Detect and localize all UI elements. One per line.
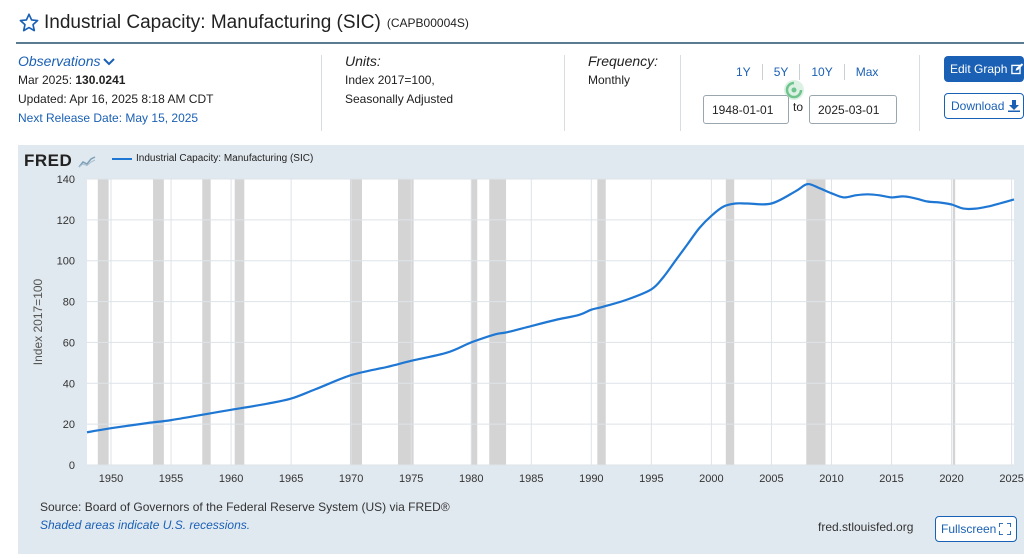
range-10y-button[interactable]: 10Y (800, 64, 845, 80)
fullscreen-button[interactable]: Fullscreen (935, 516, 1017, 542)
recession-note: Shaded areas indicate U.S. recessions. (40, 518, 251, 532)
recession-band (806, 179, 826, 465)
y-axis-label: Index 2017=100 (31, 278, 45, 365)
observation-value: 130.0241 (75, 73, 126, 87)
updated-text: Updated: Apr 16, 2025 8:18 AM CDT (18, 92, 214, 106)
recession-band (398, 179, 414, 465)
edit-graph-button[interactable]: Edit Graph (944, 56, 1024, 82)
edit-icon (1011, 63, 1024, 75)
range-max-button[interactable]: Max (855, 65, 879, 79)
fullscreen-label: Fullscreen (941, 522, 997, 536)
line-chart: 0 20 40 60 80 100 120 140 1950 1955 1960 1965 1970 19… (31, 174, 1024, 485)
fred-logo-text: FRED (24, 151, 73, 170)
y-tick-label: 40 (63, 378, 75, 390)
spinner-icon (784, 80, 804, 100)
units-line1: Index 2017=100, (345, 73, 435, 87)
recession-band (97, 179, 109, 465)
page-title: Industrial Capacity: Manufacturing (SIC) (44, 12, 381, 33)
chart-legend: Industrial Capacity: Manufacturing (SIC) (112, 153, 313, 164)
x-tick-label: 1970 (339, 473, 363, 485)
recession-band (597, 179, 606, 465)
observations-panel: Observations Mar 2025: 130.0241 Updated:… (18, 52, 213, 128)
y-tick-label: 80 (63, 297, 75, 309)
source-text: Source: Board of Governors of the Federa… (40, 500, 450, 514)
recession-band (489, 179, 507, 465)
column-divider (564, 55, 565, 131)
end-date-input[interactable] (809, 95, 897, 124)
units-line2: Seasonally Adjusted (345, 92, 454, 106)
column-divider (321, 55, 322, 131)
title-divider (16, 42, 1024, 44)
y-tick-label: 0 (69, 460, 75, 472)
frequency-value: Monthly (588, 73, 631, 87)
y-tick-label: 100 (57, 256, 75, 268)
x-tick-label: 2025 (999, 473, 1023, 485)
latest-observation: Mar 2025: 130.0241 (18, 71, 213, 90)
edit-graph-label: Edit Graph (950, 62, 1008, 76)
range-5y-button[interactable]: 5Y (763, 64, 801, 80)
legend-swatch (112, 157, 132, 160)
frequency-label: Frequency: (588, 53, 659, 69)
fred-url: fred.stlouisfed.org (818, 520, 914, 534)
title-row: Industrial Capacity: Manufacturing (SIC)… (18, 10, 469, 36)
x-tick-label: 1955 (159, 473, 183, 485)
download-button[interactable]: Download (944, 93, 1024, 119)
observations-label: Observations (18, 53, 101, 69)
observations-toggle[interactable]: Observations (18, 52, 213, 71)
start-date-input[interactable] (703, 95, 789, 124)
y-tick-label: 20 (63, 419, 75, 431)
next-release-link[interactable]: Next Release Date: May 15, 2025 (18, 111, 199, 125)
recession-band (952, 179, 956, 465)
x-tick-label: 1950 (99, 473, 123, 485)
series-line (86, 182, 1015, 434)
column-divider (680, 55, 681, 131)
x-tick-label: 1980 (459, 473, 483, 485)
x-tick-label: 2000 (699, 473, 723, 485)
fred-logo-graph-icon (77, 155, 95, 167)
download-label: Download (951, 99, 1005, 113)
units-panel: Units: Index 2017=100, Seasonally Adjust… (345, 52, 453, 109)
recession-band (349, 179, 362, 465)
download-icon (1008, 100, 1021, 112)
x-tick-label: 1995 (639, 473, 663, 485)
recession-band (234, 179, 245, 465)
x-tick-label: 2010 (819, 473, 843, 485)
fred-logo: FRED (24, 151, 96, 171)
column-divider (919, 55, 920, 131)
x-tick-label: 1985 (519, 473, 543, 485)
series-id: (CAPB00004S) (386, 16, 469, 30)
chevron-down-icon (103, 57, 116, 65)
x-tick-label: 2020 (939, 473, 963, 485)
frequency-panel: Frequency: Monthly (588, 52, 658, 90)
x-tick-label: 1990 (579, 473, 603, 485)
legend-label: Industrial Capacity: Manufacturing (SIC) (136, 153, 314, 164)
observation-date: Mar 2025: (18, 73, 73, 87)
x-tick-label: 1975 (399, 473, 423, 485)
recession-band (202, 179, 211, 465)
x-tick-label: 2005 (759, 473, 783, 485)
range-buttons: 1Y 5Y 10Y Max (725, 64, 889, 80)
x-tick-label: 1965 (279, 473, 303, 485)
to-label: to (793, 100, 804, 114)
x-tick-label: 2015 (879, 473, 903, 485)
y-tick-label: 120 (57, 215, 75, 227)
y-tick-label: 60 (63, 337, 75, 349)
recession-band (725, 179, 735, 465)
units-label: Units: (345, 53, 381, 69)
y-tick-label: 140 (57, 174, 75, 186)
star-outline-icon[interactable] (18, 12, 40, 34)
range-1y-button[interactable]: 1Y (725, 64, 763, 80)
recession-band (471, 179, 478, 465)
recession-band (153, 179, 164, 465)
fullscreen-icon (999, 523, 1012, 535)
x-tick-label: 1960 (219, 473, 243, 485)
